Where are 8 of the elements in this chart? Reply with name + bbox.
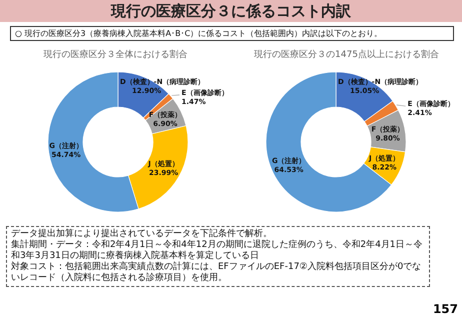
text: 対象コスト：包括範囲出来高実績点数の計算には、EFファイルのEF-17②入院料包括項目区分が0でないレコード（入院料に包括される診療項目）を使用。 bbox=[11, 262, 422, 284]
text: 157 bbox=[432, 302, 458, 316]
text: データ提出加算により提出されているデータを下記条件で解析。 bbox=[11, 229, 273, 240]
chart-title: 現行の医療区分３の1475点以上における割合 bbox=[253, 48, 440, 61]
text: 集計期間・データ：令和2年4月1日～令和4年12月の期間に退院した症例のうち、令和2年4月1日～令和3年3月31日の期間に療養病棟入院基本料を算定している日 bbox=[11, 240, 424, 262]
chart-title: 現行の医療区分３全体における割合 bbox=[42, 48, 188, 61]
text: 現行の医療区分３に係るコスト内訳 bbox=[0, 0, 462, 22]
text: ○ 現行の医療区分3（療養病棟入院基本料A･B･C）に係るコスト（包括範囲内）内訳は以下のとおり。 bbox=[10, 26, 454, 41]
